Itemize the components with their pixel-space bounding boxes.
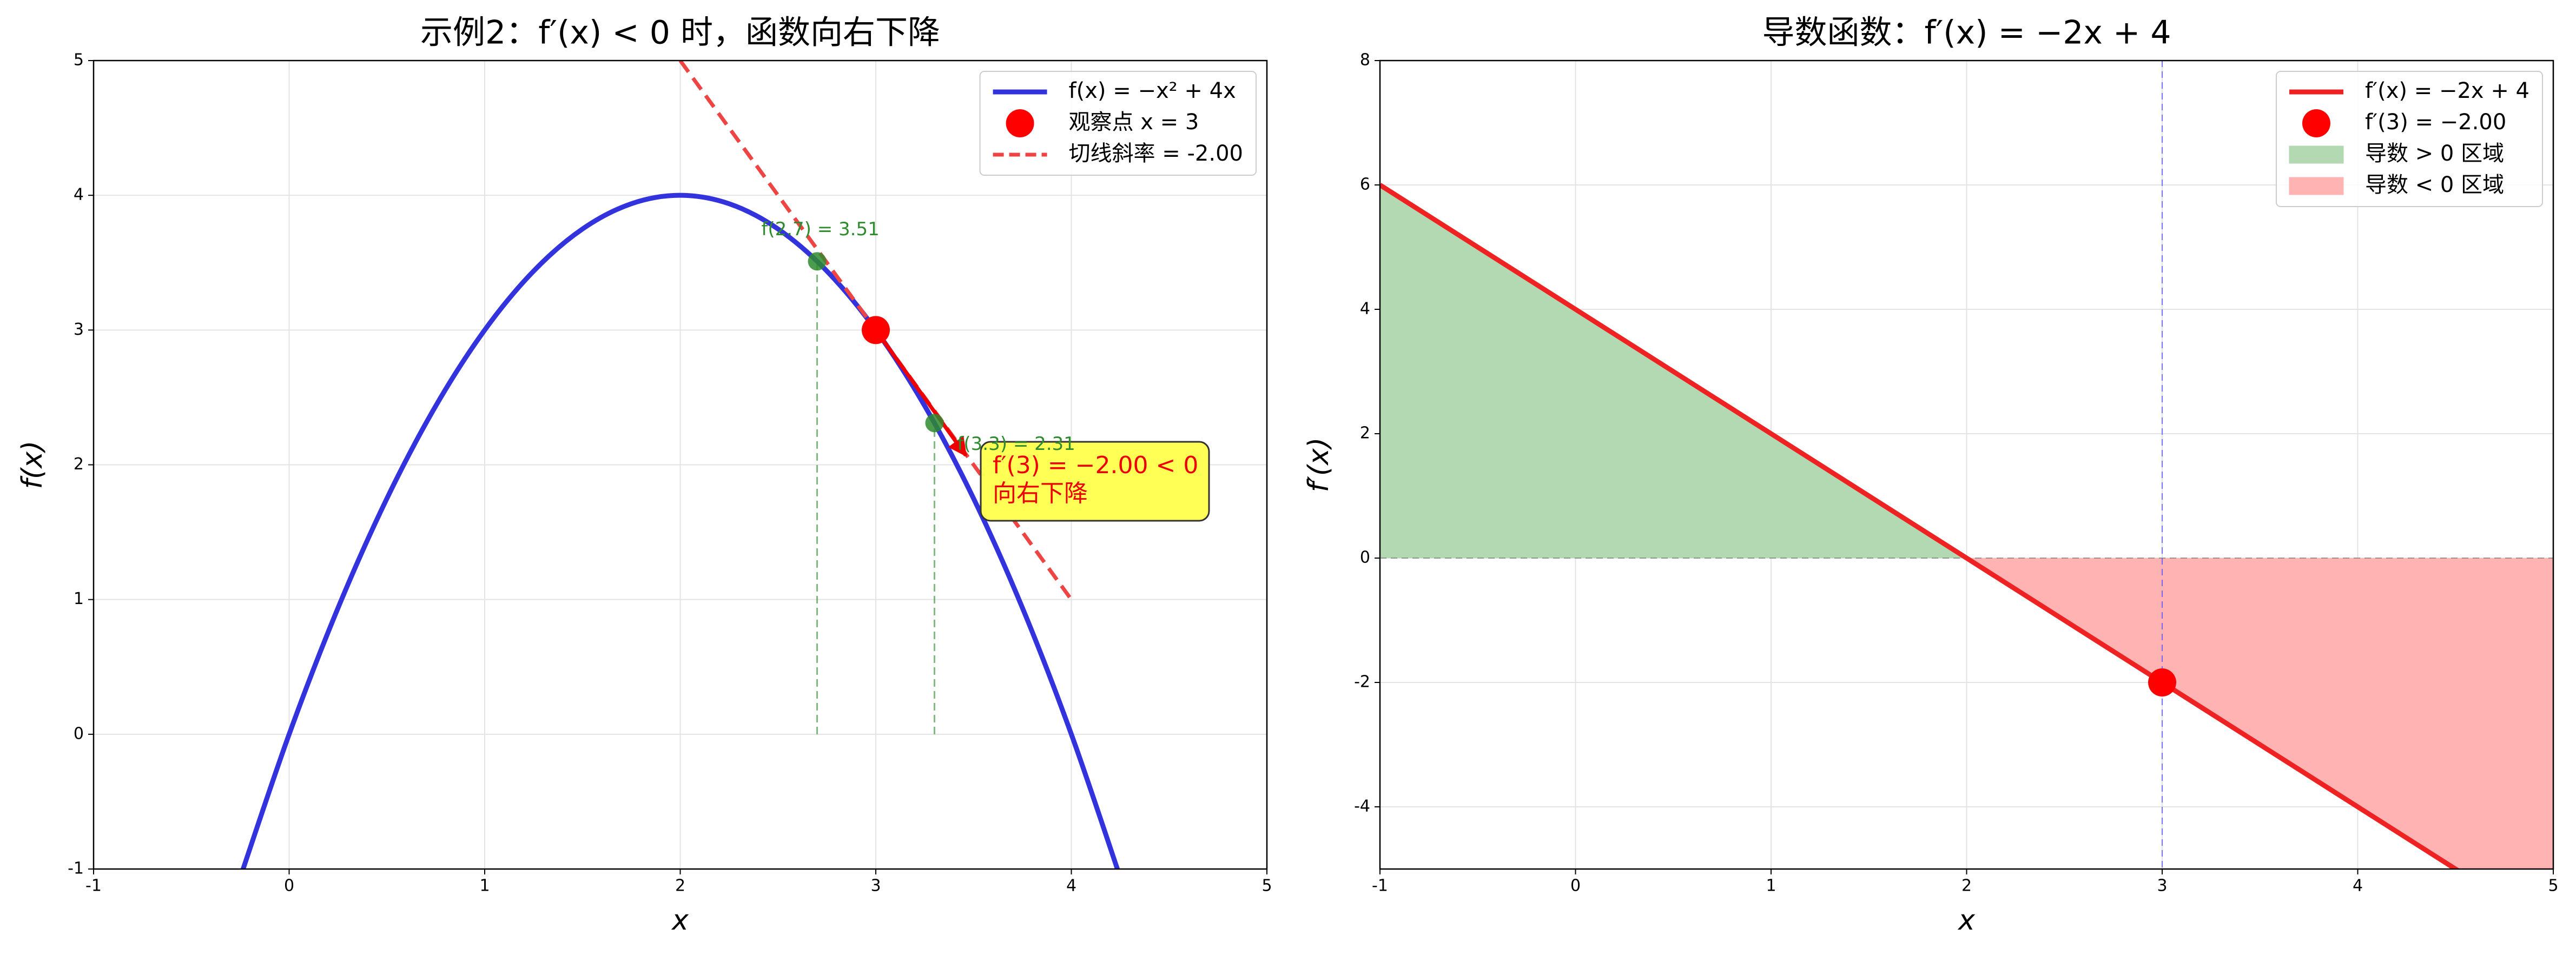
x-tick-label: 4 — [2353, 877, 2363, 896]
legend-entry: f′(3) = −2.00 — [2302, 109, 2506, 137]
x-tick-label: 5 — [2548, 877, 2558, 896]
chart-title: 示例2：f′(x) < 0 时，函数向右下降 — [420, 14, 940, 52]
series-line — [240, 193, 1120, 869]
annotation-text: f′(3) = −2.00 < 0 — [993, 452, 1198, 479]
x-axis-label: x — [671, 904, 689, 937]
legend-entry: 导数 > 0 区域 — [2289, 141, 2504, 166]
legend-entry: 导数 < 0 区域 — [2289, 173, 2504, 197]
plot-area — [1380, 61, 2553, 869]
x-tick-label: 3 — [2157, 877, 2167, 896]
y-tick-label: 4 — [1360, 300, 1370, 319]
legend-label: f(x) = −x² + 4x — [1069, 78, 1236, 103]
y-tick-label: 2 — [74, 455, 84, 474]
fill-area — [1966, 558, 2553, 869]
legend: f′(x) = −2x + 4 f′(3) = −2.00 导数 > 0 区域导数 … — [2275, 71, 2543, 207]
series-line — [1380, 183, 2460, 869]
y-axis-label: f′(x) — [1303, 437, 1335, 492]
x-tick-label: 3 — [870, 877, 881, 896]
y-tick-label: 6 — [1360, 175, 1370, 194]
annotation-arrow — [874, 329, 968, 457]
y-tick-label: 0 — [74, 724, 84, 743]
y-tick-label: 3 — [74, 320, 84, 339]
y-tick-label: 4 — [74, 185, 84, 204]
legend-frame — [2275, 71, 2543, 207]
point — [925, 414, 944, 433]
legend-label: f′(3) = −2.00 — [2365, 110, 2506, 135]
legend-label: 切线斜率 = -2.00 — [1069, 141, 1243, 166]
legend-entry: f(x) = −x² + 4x — [993, 78, 1236, 103]
axes-frame — [1379, 59, 2554, 870]
legend-marker — [2302, 109, 2330, 137]
legend: f(x) = −x² + 4x 观察点 x = 3 切线斜率 = -2.00 — [979, 71, 1257, 176]
legend-frame — [979, 71, 1257, 176]
x-tick-label: -1 — [1372, 877, 1388, 896]
marker — [862, 316, 890, 344]
legend-label: f′(x) = −2x + 4 — [2365, 78, 2529, 103]
legend-entry: 切线斜率 = -2.00 — [993, 141, 1243, 166]
x-tick-label: 2 — [675, 877, 685, 896]
legend-label: 观察点 x = 3 — [1069, 110, 1199, 135]
plot-area — [94, 61, 1267, 869]
y-tick-label: 2 — [1360, 424, 1370, 443]
y-tick-label: 0 — [1360, 548, 1370, 567]
annotation-box — [980, 441, 1210, 522]
y-tick-label: -1 — [68, 859, 84, 878]
point-label: f(3.3) = 2.31 — [957, 433, 1075, 455]
legend-entry: f′(x) = −2x + 4 — [2289, 78, 2529, 103]
x-tick-label: 1 — [1766, 877, 1776, 896]
y-axis-label: f(x) — [16, 441, 49, 489]
annotation-text: 向右下降 — [993, 480, 1088, 507]
legend-entry: 观察点 x = 3 — [1006, 109, 1199, 137]
legend-marker — [1006, 109, 1034, 137]
x-tick-label: -1 — [85, 877, 102, 896]
axes-frame — [93, 59, 1268, 870]
x-tick-label: 2 — [1961, 877, 1972, 896]
x-tick-label: 4 — [1066, 877, 1076, 896]
y-tick-label: 1 — [74, 589, 84, 608]
legend-swatch — [2289, 177, 2344, 195]
y-tick-label: -4 — [1354, 797, 1370, 816]
y-tick-label: 5 — [74, 51, 84, 70]
x-tick-label: 0 — [1570, 877, 1581, 896]
x-tick-label: 5 — [1261, 877, 1272, 896]
legend-label: 导数 < 0 区域 — [2365, 173, 2504, 197]
x-tick-label: 1 — [479, 877, 490, 896]
subplot: -1 0 1 2 3 4 5 -4 -2 0 2 4 6 8 导数函数：f′(x) = −2x + 4 x f′… — [1303, 14, 2559, 937]
y-tick-label: -2 — [1354, 673, 1370, 692]
marker — [2148, 668, 2176, 697]
x-axis-label: x — [1957, 904, 1976, 937]
point — [808, 252, 827, 271]
chart-title: 导数函数：f′(x) = −2x + 4 — [1762, 14, 2171, 52]
legend-label: 导数 > 0 区域 — [2365, 141, 2504, 166]
legend-swatch — [2289, 145, 2344, 164]
point-label: f(2.7) = 3.51 — [761, 218, 879, 240]
x-tick-label: 0 — [284, 877, 294, 896]
y-tick-label: 8 — [1360, 51, 1370, 70]
